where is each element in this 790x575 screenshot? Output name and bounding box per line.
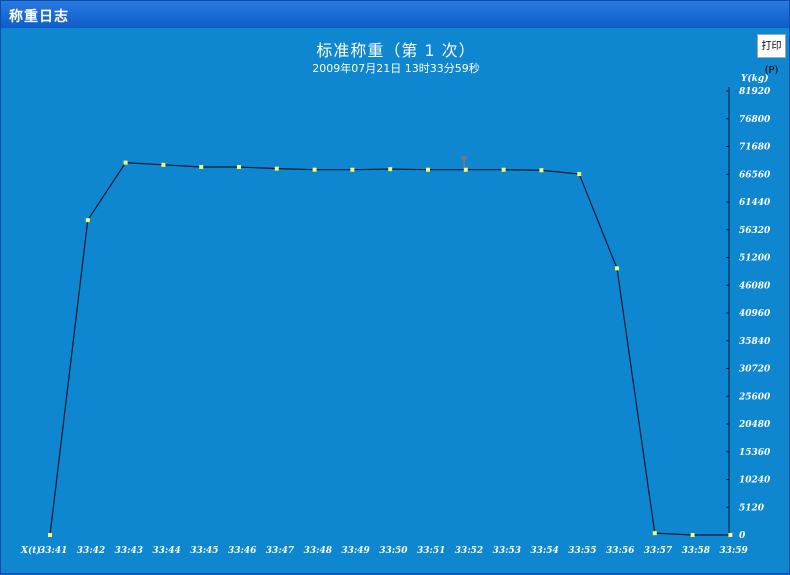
x-tick-label: 33:47 bbox=[266, 546, 295, 556]
window-title: 称重日志 bbox=[9, 9, 69, 25]
data-point bbox=[728, 533, 733, 537]
chart-subtitle: 2009年07月21日 13时33分59秒 bbox=[312, 62, 480, 75]
x-tick-label: 33:42 bbox=[77, 546, 105, 556]
y-tick-label: 0 bbox=[739, 531, 746, 541]
data-point bbox=[312, 167, 317, 172]
x-tick-label: 33:45 bbox=[190, 546, 218, 556]
x-tick-label: 33:43 bbox=[115, 546, 143, 556]
x-tick-label: 33:57 bbox=[644, 546, 673, 556]
x-tick-label: 33:46 bbox=[228, 546, 257, 556]
y-tick-label: 71680 bbox=[739, 143, 771, 153]
x-tick-label: 33:50 bbox=[379, 546, 408, 556]
x-tick-label: 33:58 bbox=[682, 546, 711, 556]
print-button[interactable]: 打印(P) bbox=[757, 34, 786, 76]
data-point bbox=[237, 164, 241, 169]
x-tick-label: 33:49 bbox=[341, 546, 370, 556]
x-tick-label: 33:48 bbox=[304, 546, 333, 556]
chart-title: 标准称重（第 1 次） bbox=[316, 41, 476, 60]
data-point bbox=[350, 167, 355, 172]
x-tick-label: 33:52 bbox=[455, 546, 483, 556]
data-point bbox=[539, 168, 544, 173]
data-point bbox=[615, 266, 619, 271]
data-point bbox=[85, 218, 90, 223]
data-point bbox=[652, 531, 657, 536]
y-tick-label: 66560 bbox=[739, 170, 771, 180]
y-tick-label: 56320 bbox=[739, 226, 771, 236]
data-point bbox=[199, 164, 204, 169]
x-tick-label: 33:44 bbox=[152, 546, 180, 556]
data-point bbox=[161, 162, 166, 167]
data-point bbox=[274, 166, 279, 171]
title-bar: 称重日志 bbox=[1, 1, 789, 28]
y-tick-label: 40960 bbox=[739, 309, 771, 319]
y-tick-label: 35840 bbox=[739, 337, 771, 347]
data-point bbox=[426, 167, 430, 172]
x-tick-label: 33:59 bbox=[719, 546, 748, 556]
data-point bbox=[123, 160, 128, 165]
y-tick-label: 20480 bbox=[738, 420, 771, 430]
y-tick-label: 61440 bbox=[739, 198, 771, 208]
y-tick-label: 46080 bbox=[739, 281, 771, 291]
x-tick-label: 33:56 bbox=[606, 546, 635, 556]
y-tick-label: 25600 bbox=[738, 392, 771, 402]
y-tick-label: 5120 bbox=[739, 503, 765, 513]
cursor-icon bbox=[461, 156, 467, 167]
x-tick-label: 33:54 bbox=[530, 546, 558, 556]
y-tick-label: 51200 bbox=[739, 254, 771, 264]
y-tick-label: 30720 bbox=[739, 365, 771, 375]
y-axis-label: Y(kg) bbox=[741, 73, 768, 84]
x-axis-label: X(t) bbox=[20, 545, 41, 556]
data-point bbox=[501, 167, 506, 172]
y-tick-label: 15360 bbox=[739, 448, 771, 458]
y-tick-label: 76800 bbox=[739, 115, 771, 125]
data-point bbox=[463, 167, 468, 172]
data-point bbox=[577, 172, 582, 177]
data-point bbox=[48, 533, 52, 537]
y-tick-label: 81920 bbox=[739, 87, 771, 97]
data-point bbox=[388, 167, 393, 172]
data-point bbox=[690, 533, 695, 537]
x-tick-label: 33:51 bbox=[417, 546, 445, 556]
y-tick-label: 10240 bbox=[739, 476, 771, 486]
weight-series-line bbox=[49, 162, 731, 536]
x-tick-label: 33:53 bbox=[493, 546, 521, 556]
x-tick-label: 33:41 bbox=[39, 546, 67, 556]
x-tick-label: 33:55 bbox=[568, 546, 596, 556]
